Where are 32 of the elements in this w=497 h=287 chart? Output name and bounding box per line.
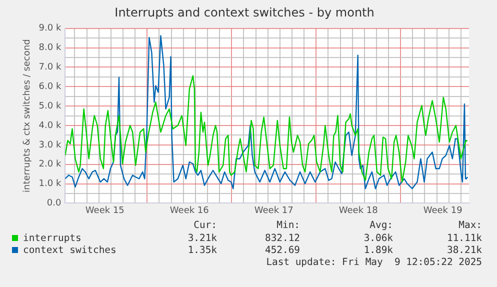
y-tick-label: 3.0 k [38,140,62,150]
y-tick-label: 4.0 k [38,120,62,131]
text: Last update: Fri May 9 12:05:22 2025 [266,257,482,268]
legend-label: interrupts [22,233,82,244]
y-tick-label: 7.0 k [38,62,62,73]
x-tick-label: Week 17 [254,206,294,216]
text: 3.06k [364,233,393,244]
y-tick-label: 2.0 k [38,160,62,170]
text: Min: [276,220,300,231]
text: 452.69 [265,245,300,256]
text: 3.21k [188,233,217,244]
y-tick-label: 8.0 k [38,43,62,54]
y-tick-label: 5.0 k [38,101,62,112]
text: Cur: [194,220,217,231]
text: 1.89k [364,245,393,256]
text: 38.21k [447,245,482,256]
text: 832.12 [265,233,300,244]
legend-label: context switches [22,245,116,256]
text: 1.35k [188,245,217,256]
x-tick-label: Week 19 [423,206,463,216]
x-tick-label: Week 16 [170,206,210,216]
y-tick-label: 6.0 k [38,82,62,92]
x-tick-label: Week 15 [85,206,124,216]
text: 11.11k [447,233,482,244]
chart-title: Interrupts and context switches - by month [114,5,374,20]
y-tick-label: 1.0 k [38,179,62,190]
text: Avg: [370,220,393,231]
x-tick-label: Week 18 [338,206,378,216]
text: Max: [458,220,482,231]
y-axis-title: interrupts & ctx switches / second [22,39,33,192]
y-tick-label: 0.0 [46,198,62,209]
y-tick-label: 9.0 k [38,24,62,34]
